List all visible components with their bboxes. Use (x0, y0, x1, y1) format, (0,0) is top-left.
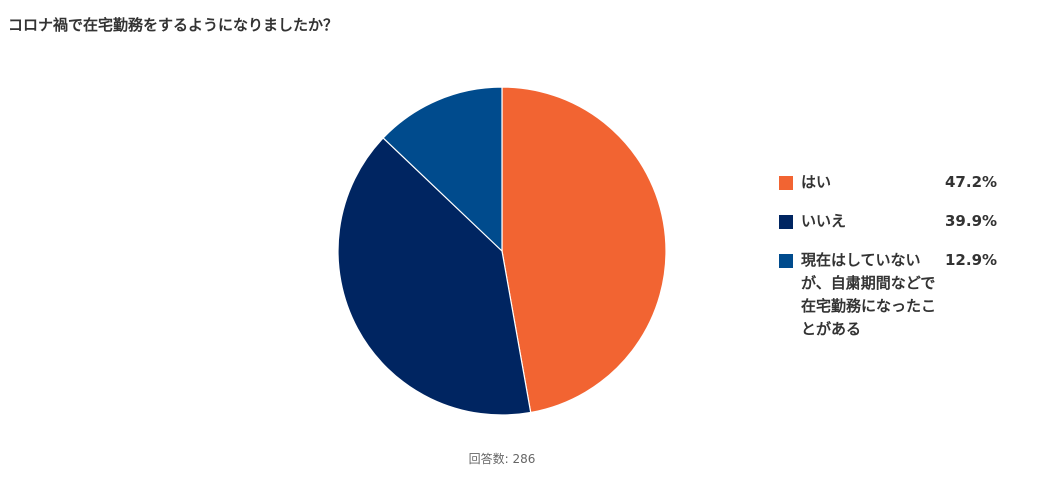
legend-swatch-no (779, 215, 793, 229)
response-count: 回答数: 286 (468, 452, 536, 466)
legend-value-past: 12.9% (945, 251, 998, 269)
legend-swatch-yes (779, 176, 793, 190)
legend-label-yes: はい (801, 173, 832, 191)
legend-item-past: 現在はしていないが、自粛期間などで在宅勤務になったことがある 12.9% (779, 251, 1019, 341)
chart-title: コロナ禍で在宅勤務をするようになりましたか？ (8, 16, 339, 34)
legend: はい 47.2% いいえ 39.9% 現在はしていないが、自粛期間などで在宅勤務… (779, 173, 1019, 359)
legend-label-no: いいえ (801, 212, 847, 230)
pie-slice-no (337, 137, 532, 416)
legend-item-no: いいえ 39.9% (779, 212, 1019, 233)
pie-slice-past (382, 86, 503, 252)
legend-label-past: 現在はしていないが、自粛期間などで在宅勤務になったことがある (801, 251, 937, 338)
legend-item-yes: はい 47.2% (779, 173, 1019, 194)
legend-value-no: 39.9% (945, 212, 998, 230)
legend-swatch-past (779, 254, 793, 268)
legend-value-yes: 47.2% (945, 173, 998, 191)
pie-slice-yes (501, 86, 667, 414)
